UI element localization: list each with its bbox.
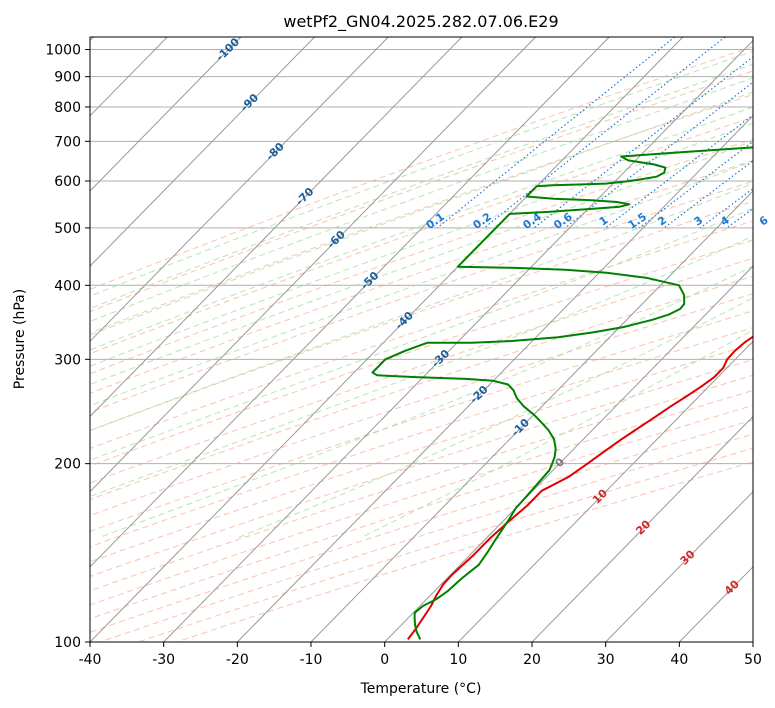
dry-adiabat <box>90 343 753 563</box>
plot-background <box>90 37 753 642</box>
dry-adiabat <box>90 138 753 375</box>
mixing-ratio-label: 6 <box>757 213 771 228</box>
moist-adiabats <box>90 50 753 539</box>
dry-adiabat <box>90 419 753 633</box>
dry-adiabat <box>90 116 753 355</box>
moist-adiabat <box>90 122 753 367</box>
isotherm-line <box>90 37 315 267</box>
dry-adiabat <box>90 220 753 450</box>
isotherm-line <box>531 415 753 642</box>
x-tick-label: 0 <box>380 652 389 668</box>
x-tick-label: -40 <box>79 652 102 668</box>
isotherm-line <box>90 37 684 642</box>
isotherm-line <box>457 340 753 642</box>
dry-adiabat <box>90 239 753 467</box>
dry-adiabat <box>90 160 753 394</box>
moist-adiabat <box>237 297 753 539</box>
x-tick-label: -10 <box>300 652 323 668</box>
y-tick-label: 900 <box>54 70 81 86</box>
sounding-profiles <box>371 146 753 641</box>
y-tick-label: 600 <box>54 174 81 190</box>
isotherm-line <box>384 265 753 642</box>
isotherms <box>90 37 753 642</box>
dry-adiabat <box>90 293 753 517</box>
dry-adiabat <box>90 200 753 432</box>
moist-adiabat <box>90 106 753 351</box>
y-tick-label: 100 <box>54 635 81 651</box>
chart-title: wetPf2_GN04.2025.282.07.06.E29 <box>283 12 558 32</box>
isotherm-line <box>90 37 536 493</box>
moist-adiabat <box>98 265 753 539</box>
isotherm-line <box>90 37 463 418</box>
plot-frame <box>89 36 754 643</box>
x-tick-label: 40 <box>670 652 688 668</box>
isotherm-line <box>752 641 753 642</box>
isotherm-line <box>90 37 610 568</box>
mixing-ratio-line <box>437 37 676 229</box>
y-tick-label: 300 <box>54 352 81 368</box>
dry-adiabat <box>90 257 753 484</box>
y-tick-label: 500 <box>54 221 81 237</box>
y-tick-label: 200 <box>54 457 81 473</box>
x-tick-label: 50 <box>744 652 762 668</box>
dewpoint-profile <box>371 146 753 640</box>
dry-adiabat <box>90 404 753 620</box>
y-tick-label: 400 <box>54 278 81 294</box>
y-tick-label: 800 <box>54 100 81 116</box>
mixing-ratio-line <box>766 37 775 228</box>
isotherm-line <box>90 37 389 343</box>
x-tick-label: 10 <box>449 652 467 668</box>
y-tick-label: 1000 <box>45 43 81 59</box>
axes: -40 -30 -20 -10 0 10 20 30 40 50 100 200 300 400 500 60… <box>45 43 762 668</box>
dry-adiabat <box>90 374 753 592</box>
x-tick-label: -20 <box>226 652 249 668</box>
dry-adiabat <box>90 389 753 606</box>
isotherm-line <box>310 190 753 642</box>
mixing-ratio-line <box>639 140 753 229</box>
dry-adiabat <box>90 275 753 501</box>
x-tick-label: 20 <box>523 652 541 668</box>
moist-adiabat <box>90 235 753 497</box>
y-tick-label: 700 <box>54 134 81 150</box>
isotherm-line <box>90 37 242 192</box>
x-tick-label: 30 <box>597 652 615 668</box>
x-tick-label: -30 <box>152 652 175 668</box>
isotherm-line <box>163 39 753 642</box>
dry-adiabat <box>90 180 753 413</box>
x-axis-label: Temperature (°C) <box>360 681 482 697</box>
dry-adiabat <box>90 93 753 334</box>
mixing-ratio-line <box>564 81 753 229</box>
temperature-profile <box>407 335 753 641</box>
y-axis-label: Pressure (hPa) <box>12 289 28 389</box>
isotherm-line <box>605 490 753 642</box>
